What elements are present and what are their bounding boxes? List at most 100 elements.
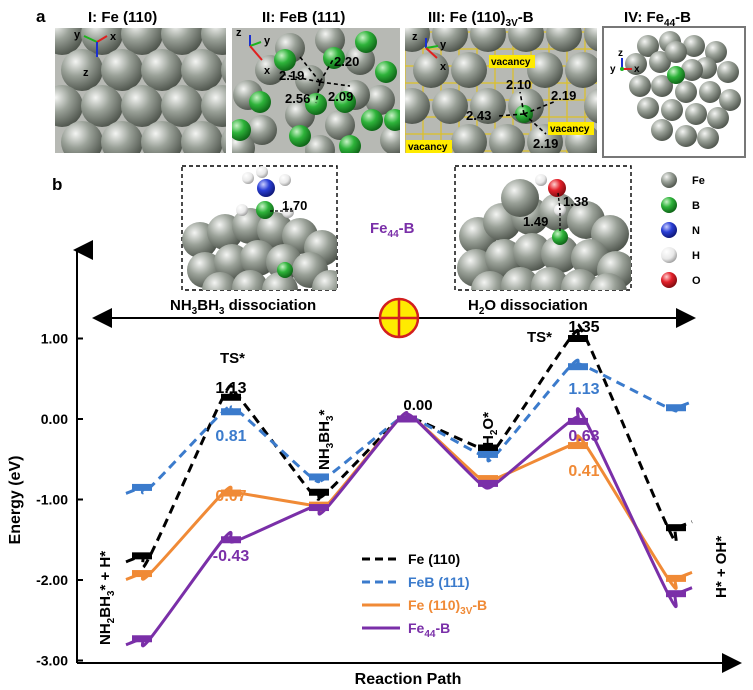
energy-level-marker	[568, 442, 588, 450]
atom-b	[289, 125, 311, 147]
atom-fe	[221, 56, 226, 84]
atom-fe	[470, 88, 506, 124]
structure-I-image	[55, 28, 226, 153]
atom-fe	[201, 28, 226, 55]
structure-II-title: II: FeB (111)	[262, 9, 345, 26]
atom-fe	[61, 121, 103, 153]
atom-fe	[451, 52, 487, 88]
atom-b	[375, 61, 397, 83]
energy-annotation: 0.41	[568, 463, 599, 480]
state-label-ts-right: TS*	[527, 329, 552, 346]
energy-diagram: Energy (eV) Reaction Path 1.00 0.00 -1.00 -…	[7, 240, 742, 688]
atom-fe	[380, 125, 400, 153]
atom-fe	[55, 85, 83, 127]
atom-fe	[101, 121, 143, 153]
atom-fe	[697, 127, 719, 149]
atom-legend-label: B	[692, 200, 700, 212]
bond-length: 2.19	[279, 68, 304, 83]
atom-fe	[661, 99, 683, 121]
structure-II-overlay: z y x 2.20 2.19 2.56 2.09	[236, 27, 359, 106]
energy-level-marker	[221, 408, 241, 416]
y-tick-label: 1.00	[41, 331, 68, 347]
atom-b	[334, 91, 356, 113]
structure-IV-title: IV: Fe44-B	[624, 9, 691, 29]
bond-length: 2.56	[285, 91, 310, 106]
energy-level-marker	[309, 488, 329, 496]
atom-legend-label: O	[692, 275, 701, 287]
h2o-inset: 1.38 1.49	[454, 165, 632, 291]
atom-b	[256, 201, 274, 219]
energy-level-marker	[478, 444, 498, 452]
vacancy-marker	[489, 55, 535, 68]
atom-fe	[121, 85, 163, 127]
atom-b	[323, 47, 345, 69]
atom-fe	[675, 125, 697, 147]
atom-fe	[584, 28, 597, 52]
energy-level-marker	[478, 450, 498, 458]
structure-III-overlay: z y x vacancy vacancy vacancy 2.10 2.19 …	[406, 31, 594, 153]
atom-fe	[637, 35, 659, 57]
atom-b	[661, 197, 677, 213]
bond-length: 2.43	[466, 108, 491, 123]
atom-fe	[413, 52, 449, 88]
atom-b	[339, 135, 361, 153]
energy-annotation: 1.35	[568, 319, 599, 336]
atom-h	[236, 204, 248, 216]
atom-fe	[202, 272, 238, 290]
atom-fe	[561, 269, 599, 290]
atom-b	[361, 109, 383, 131]
vacancy-marker	[406, 140, 452, 153]
vacancy-label: vacancy	[491, 57, 531, 68]
structure-I-title: I: Fe (110)	[88, 9, 157, 26]
legend-label: Fe (110)3V-B	[408, 597, 487, 617]
atom-fe	[81, 28, 123, 55]
atom-b	[232, 119, 251, 141]
panel-b-label: b	[52, 175, 62, 194]
atom-fe	[55, 28, 83, 55]
axis-x-label: x	[440, 61, 447, 73]
atom-fe	[305, 135, 335, 153]
axis-z-label: z	[83, 67, 89, 79]
atom-fe	[201, 85, 226, 127]
bond-length: 2.09	[328, 89, 353, 104]
atom-b	[305, 93, 327, 115]
atom-fe	[565, 52, 597, 88]
energy-level-marker	[666, 404, 686, 412]
atom-fe	[675, 81, 697, 103]
atom-fe	[470, 28, 506, 52]
atom-fe	[489, 124, 525, 153]
bond-length: 2.19	[533, 136, 558, 151]
atom-h	[242, 172, 254, 184]
atom-b	[355, 31, 377, 53]
y-tick-label: 0.00	[41, 411, 68, 427]
atom-legend: Fe B N H O	[661, 172, 705, 288]
atom-b	[552, 229, 568, 245]
legend-label: FeB (111)	[408, 574, 469, 590]
atom-fe	[717, 61, 739, 83]
atom-fe	[707, 107, 729, 129]
atom-fe	[546, 28, 582, 52]
atom-fe	[527, 52, 563, 88]
energy-annotation: 1.13	[568, 381, 599, 398]
energy-level-marker	[666, 524, 686, 532]
atom-fe	[161, 85, 203, 127]
fe44b-center-label: Fe44-B	[370, 220, 415, 240]
energy-level-marker	[309, 473, 329, 481]
atom-n	[661, 222, 677, 238]
atom-o	[661, 272, 677, 288]
energy-annotation: 0.07	[215, 488, 246, 505]
atom-fe	[685, 103, 707, 125]
atom-b	[274, 49, 296, 71]
structure-III-title: III: Fe (110)3V-B	[428, 9, 534, 29]
atom-fe	[584, 88, 597, 124]
atom-fe	[141, 49, 183, 91]
energy-level-marker	[132, 635, 152, 643]
nh3bh3-inset: 1.70	[181, 165, 338, 291]
state-label-h-oh: H* + OH*	[713, 536, 730, 598]
atom-o	[548, 179, 566, 197]
bond-length: 2.19	[551, 88, 576, 103]
atom-fe	[649, 51, 671, 73]
axis-y-label: y	[74, 29, 81, 41]
atom-fe	[513, 233, 551, 271]
energy-level-marker	[568, 335, 588, 342]
